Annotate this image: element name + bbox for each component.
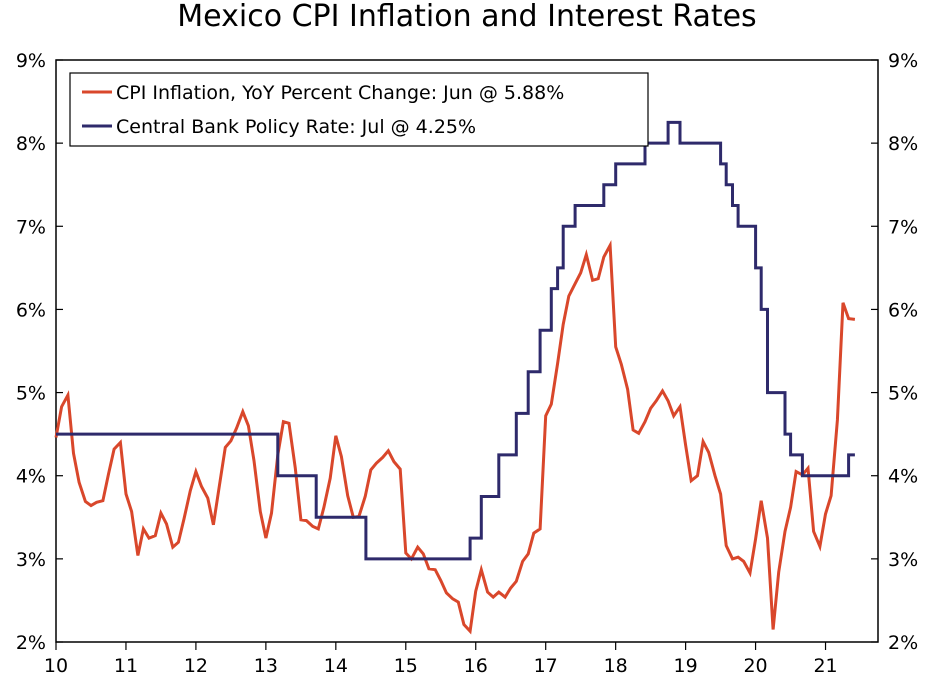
x-tick-label: 17 <box>534 655 558 677</box>
x-tick-label: 19 <box>674 655 698 677</box>
legend-label-cpi: CPI Inflation, YoY Percent Change: Jun @… <box>116 82 564 104</box>
x-tick-label: 18 <box>604 655 628 677</box>
y-tick-label-right: 7% <box>888 216 918 238</box>
legend-box <box>69 72 649 147</box>
y-tick-label-left: 5% <box>16 383 46 405</box>
legend-label-policy-rate: Central Bank Policy Rate: Jul @ 4.25% <box>116 116 476 138</box>
y-tick-label-right: 5% <box>888 383 918 405</box>
x-tick-label: 15 <box>394 655 418 677</box>
y-tick-label-left: 6% <box>16 299 46 321</box>
x-tick-label: 12 <box>184 655 208 677</box>
y-tick-label-right: 9% <box>888 50 918 72</box>
y-tick-label-left: 9% <box>16 50 46 72</box>
x-tick-label: 21 <box>813 655 837 677</box>
series-line-cpi-inflation <box>54 240 856 635</box>
y-tick-label-right: 2% <box>888 632 918 654</box>
series-line-policy-rate <box>56 120 855 561</box>
y-tick-label-right: 4% <box>888 466 918 488</box>
y-tick-label-right: 3% <box>888 549 918 571</box>
chart-title: Mexico CPI Inflation and Interest Rates <box>177 0 756 34</box>
series-layer <box>54 120 856 635</box>
y-tick-label-right: 8% <box>888 133 918 155</box>
x-tick-label: 14 <box>324 655 348 677</box>
x-tick-label: 16 <box>464 655 488 677</box>
y-tick-label-left: 7% <box>16 216 46 238</box>
legend: CPI Inflation, YoY Percent Change: Jun @… <box>69 72 649 147</box>
x-tick-label: 11 <box>114 655 138 677</box>
y-tick-label-left: 4% <box>16 466 46 488</box>
y-tick-label-left: 8% <box>16 133 46 155</box>
x-tick-label: 20 <box>743 655 767 677</box>
y-tick-label-left: 2% <box>16 632 46 654</box>
y-tick-label-left: 3% <box>16 549 46 571</box>
axis-ticks: 2% 2% 3% 3% 4% 4% 5% 5% 6% 6% 7% 7% 8% 8% 9% 9% 10 11 12 13… <box>16 50 918 677</box>
plot-area <box>55 59 879 643</box>
x-tick-label: 10 <box>44 655 68 677</box>
x-tick-label: 13 <box>254 655 278 677</box>
y-tick-label-right: 6% <box>888 299 918 321</box>
